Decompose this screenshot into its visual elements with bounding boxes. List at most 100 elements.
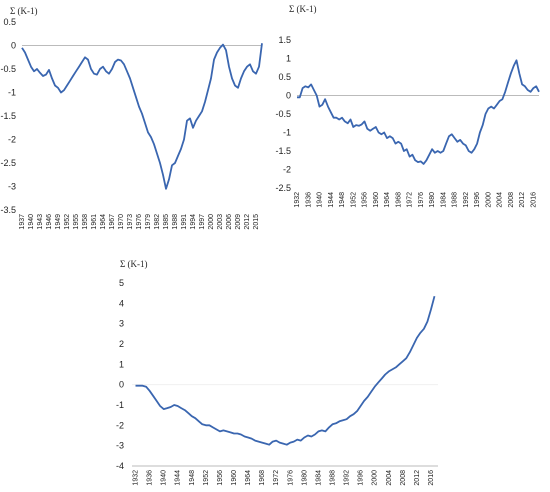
x-tick-label: 1976	[287, 470, 294, 486]
x-tick-label: 1982	[154, 214, 161, 230]
x-tick-label: 1992	[344, 470, 351, 486]
x-tick-label: 1937	[19, 214, 26, 230]
series-line	[135, 295, 436, 446]
chart-panel-2: Σ (K-1) 1.5 1 0.5 0 -0.5 -1 -1.5 -2 -2.5 1932 1936 1…	[275, 0, 550, 240]
y-tick-label: -1	[283, 128, 291, 138]
x-tick-label: 1946	[46, 214, 53, 230]
y-tick-label: -2	[8, 135, 16, 145]
y-tick-label: -3.5	[0, 205, 16, 215]
y-tick-label: -4	[116, 461, 124, 471]
x-tick-label: 2012	[244, 214, 251, 230]
y-tick-label: -3	[8, 182, 16, 192]
x-tick-label: 1943	[37, 214, 44, 230]
x-tick-label: 1956	[362, 192, 369, 208]
x-tick-label: 1932	[294, 192, 301, 208]
x-tick-label: 1972	[407, 192, 414, 208]
x-tick-label: 1964	[245, 470, 252, 486]
x-tick-label: 1968	[395, 192, 402, 208]
x-tick-label: 2012	[414, 470, 421, 486]
x-tick-label: 1958	[82, 214, 89, 230]
x-tick-label: 1960	[231, 470, 238, 486]
x-tick-label: 1985	[163, 214, 170, 230]
x-tick-label: 1967	[109, 214, 116, 230]
x-tick-label: 1932	[133, 470, 140, 486]
chart-panel-3: Σ (K-1) 5 4 3 2 1 0 -1 -2 -3 -4 1932 1936 1940 1944 194…	[100, 255, 450, 492]
x-tick-label: 2004	[386, 470, 393, 486]
x-tick-label: 2004	[497, 192, 504, 208]
y-tick-label: 1.5	[278, 35, 291, 45]
y-axis-label: Σ (K-1)	[120, 259, 147, 269]
x-tick-label: 1964	[100, 214, 107, 230]
x-tick-label: 2003	[217, 214, 224, 230]
x-tick-label: 1984	[440, 192, 447, 208]
series-line	[297, 59, 540, 165]
x-tick-label: 1940	[28, 214, 35, 230]
x-tick-label: 1940	[161, 470, 168, 486]
x-tick-label: 1980	[301, 470, 308, 486]
x-tick-label: 2016	[530, 192, 537, 208]
x-tick-label: 2000	[208, 214, 215, 230]
x-tick-label: 1988	[329, 470, 336, 486]
y-tick-label: 0	[11, 41, 16, 51]
x-tick-label: 1944	[328, 192, 335, 208]
y-tick-label: 0	[286, 91, 291, 101]
y-tick-label: 0	[119, 380, 124, 390]
x-tick-label: 1980	[429, 192, 436, 208]
x-tick-label: 1996	[358, 470, 365, 486]
x-tick-label: 2000	[485, 192, 492, 208]
series-line	[21, 43, 263, 190]
chart-panel-1: Σ (K-1) 0.5 0 -0.5 -1 -1.5 -2 -2.5 -3 -3.5 1937 194…	[0, 0, 275, 240]
x-tick-label: 1970	[118, 214, 125, 230]
x-tick-label: 1948	[339, 192, 346, 208]
x-tick-label: 1956	[217, 470, 224, 486]
x-tick-label: 1952	[64, 214, 71, 230]
x-tick-label: 1949	[55, 214, 62, 230]
y-tick-label: 2	[119, 339, 124, 349]
line-chart-3: Σ (K-1) 5 4 3 2 1 0 -1 -2 -3 -4 1932 1936 1940 1944 194…	[116, 259, 438, 486]
x-tick-label: 1968	[259, 470, 266, 486]
x-tick-label: 1960	[373, 192, 380, 208]
x-tick-label: 1984	[315, 470, 322, 486]
y-tick-label: -1.5	[275, 146, 291, 156]
y-axis-label: Σ (K-1)	[289, 4, 316, 14]
x-tick-label: 1991	[181, 214, 188, 230]
x-tick-label: 1972	[273, 470, 280, 486]
y-tick-label: -0.5	[275, 109, 291, 119]
y-tick-label: -2	[283, 165, 291, 175]
x-tick-label: 1973	[127, 214, 134, 230]
x-tick-label: 1944	[175, 470, 182, 486]
x-tick-label: 1948	[189, 470, 196, 486]
y-tick-label: 1	[119, 359, 124, 369]
y-tick-label: 3	[119, 319, 124, 329]
x-tick-label: 2015	[253, 214, 260, 230]
x-tick-label: 2009	[235, 214, 242, 230]
x-tick-label: 1988	[172, 214, 179, 230]
y-tick-label: -1.5	[0, 111, 16, 121]
y-tick-label: -2.5	[0, 158, 16, 168]
y-tick-label: -3	[116, 441, 124, 451]
x-tick-label: 1964	[384, 192, 391, 208]
x-tick-label: 1976	[136, 214, 143, 230]
y-axis-label: Σ (K-1)	[10, 6, 37, 16]
x-tick-label: 1936	[147, 470, 154, 486]
y-tick-label: 0.5	[278, 72, 291, 82]
x-tick-label: 1952	[350, 192, 357, 208]
y-tick-label: -0.5	[0, 64, 16, 74]
y-tick-label: -2	[116, 420, 124, 430]
y-tick-label: -1	[116, 400, 124, 410]
x-tick-label: 1936	[305, 192, 312, 208]
y-tick-label: 5	[119, 278, 124, 288]
x-tick-label: 2008	[400, 470, 407, 486]
x-tick-label: 1955	[73, 214, 80, 230]
x-tick-label: 1996	[474, 192, 481, 208]
x-tick-label: 1994	[190, 214, 197, 230]
x-tick-label: 1940	[317, 192, 324, 208]
x-tick-label: 2016	[428, 470, 435, 486]
x-tick-label: 2008	[508, 192, 515, 208]
x-tick-label: 2006	[226, 214, 233, 230]
x-tick-label: 1976	[418, 192, 425, 208]
x-tick-label: 1997	[199, 214, 206, 230]
x-tick-label: 1988	[452, 192, 459, 208]
y-tick-label: 4	[119, 298, 124, 308]
